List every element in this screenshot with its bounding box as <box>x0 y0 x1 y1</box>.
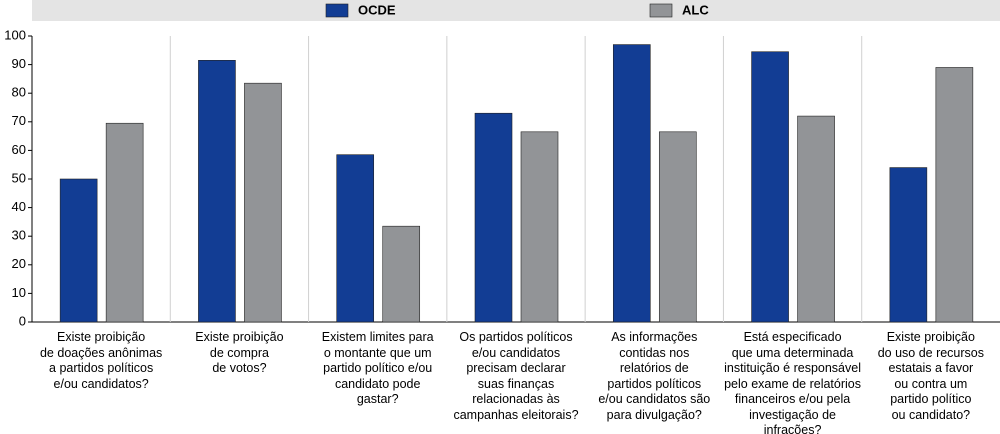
bar <box>935 67 974 323</box>
bar <box>198 60 236 323</box>
y-tick-label: 30 <box>12 228 26 243</box>
bar <box>797 115 835 323</box>
y-tick-label: 80 <box>12 85 26 100</box>
legend-swatch <box>325 3 349 18</box>
y-tick-label: 50 <box>12 170 26 185</box>
bar <box>336 154 375 323</box>
y-tick-label: 100 <box>4 27 26 42</box>
x-tick-label: Existe proibição de compra de votos? <box>195 330 284 375</box>
y-tick-label: 40 <box>12 199 26 214</box>
bar <box>612 44 651 323</box>
bar <box>889 167 928 323</box>
bar <box>751 51 789 323</box>
legend-swatch <box>649 3 673 18</box>
y-tick-label: 60 <box>12 142 26 157</box>
bar <box>105 122 144 323</box>
y-tick-label: 20 <box>12 256 26 271</box>
bar <box>474 112 513 323</box>
x-tick-label: Existe proibição de doações anônimas a p… <box>39 330 163 391</box>
legend-box <box>32 0 1000 21</box>
y-tick-label: 0 <box>19 313 26 328</box>
x-tick-label: Existem limites para o montante que um p… <box>321 330 434 406</box>
bar <box>59 178 98 323</box>
x-tick-label: As informações contidas nos relatórios d… <box>598 330 711 422</box>
legend-label: ALC <box>682 2 709 17</box>
x-tick-label: Os partidos políticos e/ou candidatos pr… <box>453 330 579 422</box>
bar <box>658 131 697 323</box>
x-tick-label: Existe proibição do uso de recursos esta… <box>877 330 984 422</box>
y-tick-label: 10 <box>12 285 26 300</box>
y-tick-label: 90 <box>12 56 26 71</box>
legend-label: OCDE <box>358 2 396 17</box>
bar <box>382 225 421 323</box>
bar <box>520 131 559 323</box>
bar <box>244 82 282 323</box>
y-tick-label: 70 <box>12 113 26 128</box>
x-tick-label: Está especificado que uma determinada in… <box>724 330 861 434</box>
